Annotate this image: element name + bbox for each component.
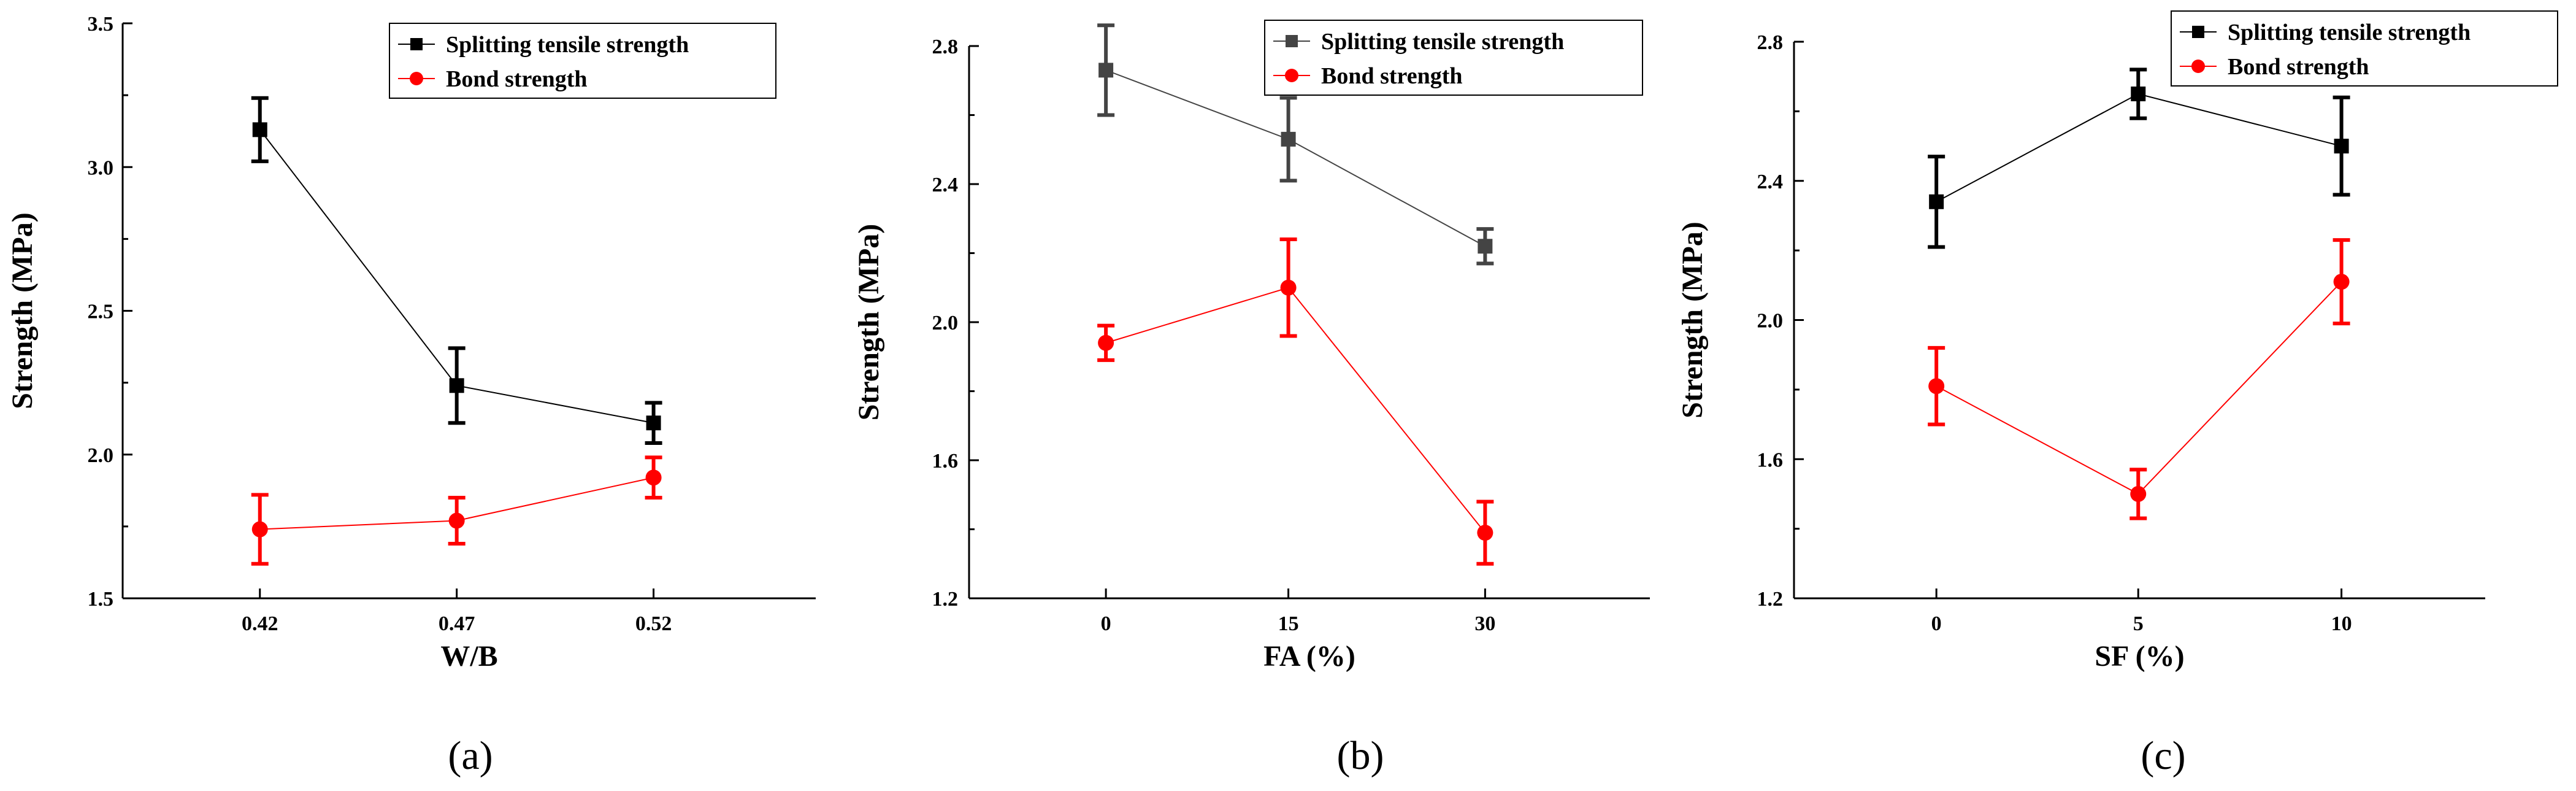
y-tick-label: 2.5 bbox=[88, 301, 114, 323]
y-tick-label: 1.2 bbox=[932, 588, 959, 611]
legend-label: Bond strength bbox=[2228, 54, 2369, 80]
legend-marker-circle bbox=[2191, 60, 2205, 73]
y-tick-label: 2.0 bbox=[88, 444, 114, 467]
y-tick-label: 3.5 bbox=[88, 13, 114, 36]
data-point-square bbox=[1478, 239, 1493, 254]
chart-a: 1.5 2.0 2.5 3.0 3.5 0.42 0.47 0.52 W/B Strength (… bbox=[6, 13, 816, 778]
data-point-circle bbox=[1280, 279, 1297, 296]
x-axis-title: W/B bbox=[440, 640, 497, 673]
x-tick-label: 5 bbox=[2133, 612, 2144, 635]
x-tick-label: 0 bbox=[1931, 612, 1942, 635]
data-point-square bbox=[646, 415, 661, 431]
y-axis-title: Strength (MPa) bbox=[853, 224, 885, 420]
y-tick-label: 1.2 bbox=[1757, 588, 1784, 611]
x-tick-label: 0.47 bbox=[439, 612, 475, 635]
data-point-square bbox=[1929, 194, 1944, 209]
y-tick-label: 2.0 bbox=[932, 312, 959, 334]
legend-box bbox=[2171, 10, 2558, 87]
x-tick-label: 10 bbox=[2331, 612, 2352, 635]
legend-label: Bond strength bbox=[446, 66, 588, 92]
data-point-circle bbox=[645, 469, 662, 486]
y-tick-label: 2.0 bbox=[1757, 310, 1784, 333]
subfigure-caption: (b) bbox=[1337, 733, 1384, 778]
legend-marker-square bbox=[1286, 35, 1298, 47]
y-tick-label: 1.6 bbox=[932, 450, 959, 473]
x-axis-title: FA (%) bbox=[1263, 640, 1355, 673]
y-axis-title: Strength (MPa) bbox=[1676, 222, 1709, 418]
y-tick-label: 1.6 bbox=[1757, 449, 1784, 471]
legend-label: Splitting tensile strength bbox=[1321, 29, 1564, 55]
chart-b: 1.2 1.6 2.0 2.4 2.8 0 15 30 FA (%) Strength (MPa)… bbox=[853, 20, 1650, 778]
data-point-square bbox=[1098, 63, 1114, 78]
legend-box bbox=[389, 23, 776, 99]
subfigure-caption: (a) bbox=[448, 733, 493, 778]
data-point-circle bbox=[2333, 274, 2350, 290]
x-tick-label: 30 bbox=[1474, 612, 1495, 635]
subfigure-caption: (c) bbox=[2141, 733, 2185, 778]
data-point-square bbox=[449, 378, 464, 393]
x-axis-title: SF (%) bbox=[2095, 640, 2184, 673]
data-point-square bbox=[1281, 131, 1296, 147]
y-axis-title: Strength (MPa) bbox=[6, 212, 39, 409]
y-tick-label: 3.0 bbox=[88, 156, 114, 179]
data-point-square bbox=[2334, 139, 2349, 154]
legend-marker-circle bbox=[410, 72, 423, 85]
series-line-bond bbox=[1936, 281, 2342, 495]
data-point-square bbox=[2131, 87, 2146, 102]
legend-label: Splitting tensile strength bbox=[2228, 20, 2471, 45]
data-point-circle bbox=[251, 521, 268, 538]
y-tick-label: 1.5 bbox=[88, 588, 114, 611]
data-point-circle bbox=[1477, 525, 1493, 541]
chart-c: 1.2 1.6 2.0 2.4 2.8 0 5 10 SF (%) Strength (MPa) S… bbox=[1676, 10, 2558, 778]
legend-box bbox=[1264, 20, 1643, 96]
data-point-circle bbox=[1928, 378, 1945, 395]
y-tick-label: 2.4 bbox=[1757, 171, 1784, 193]
y-tick-label: 2.8 bbox=[1757, 31, 1784, 54]
data-point-circle bbox=[2130, 485, 2147, 502]
x-tick-label: 0.52 bbox=[635, 612, 672, 635]
data-point-square bbox=[252, 122, 267, 137]
legend-marker-square bbox=[2192, 26, 2204, 38]
y-tick-label: 2.8 bbox=[932, 36, 959, 58]
x-tick-label: 0 bbox=[1101, 612, 1111, 635]
y-tick-label: 2.4 bbox=[932, 174, 959, 196]
legend-label: Bond strength bbox=[1321, 63, 1463, 89]
legend-label: Splitting tensile strength bbox=[446, 32, 689, 58]
legend-marker-square bbox=[410, 38, 423, 50]
data-point-circle bbox=[448, 512, 465, 529]
legend-marker-circle bbox=[1285, 69, 1298, 82]
x-tick-label: 0.42 bbox=[242, 612, 278, 635]
x-tick-label: 15 bbox=[1278, 612, 1299, 635]
data-point-circle bbox=[1098, 334, 1114, 351]
series-line-bond bbox=[1105, 287, 1486, 533]
